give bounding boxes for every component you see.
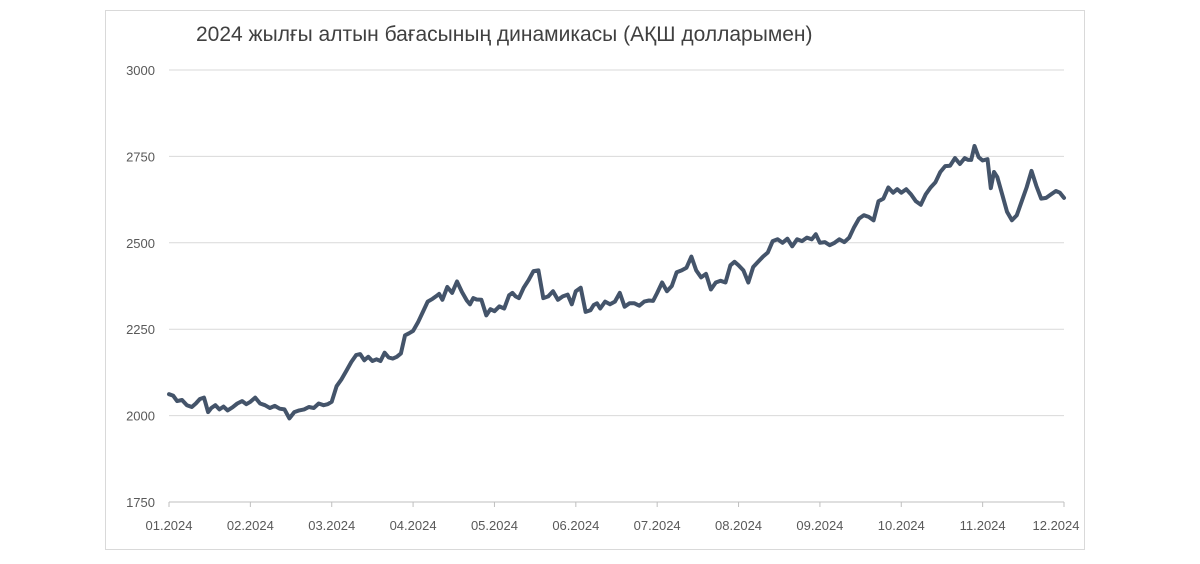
y-tick-label: 2250 bbox=[126, 322, 155, 337]
x-tick-label: 03.2024 bbox=[308, 518, 355, 533]
chart-title: 2024 жылғы алтын бағасының динамикасы (А… bbox=[196, 23, 813, 46]
y-tick-label: 2750 bbox=[126, 149, 155, 164]
x-tick-label: 09.2024 bbox=[796, 518, 843, 533]
y-tick-label: 2000 bbox=[126, 409, 155, 424]
x-tick-label: 05.2024 bbox=[471, 518, 518, 533]
x-tick-label: 02.2024 bbox=[227, 518, 274, 533]
x-tick-label: 01.2024 bbox=[146, 518, 193, 533]
x-tick-label: 07.2024 bbox=[634, 518, 681, 533]
gridlines bbox=[169, 69, 1064, 503]
x-axis-ticks: 01.2024 02.2024 03.2024 04.2024 05.2024 06.20… bbox=[146, 502, 1080, 533]
y-tick-label: 3000 bbox=[126, 63, 155, 78]
chart-frame: 2024 жылғы алтын бағасының динамикасы (А… bbox=[105, 10, 1085, 550]
series-layer bbox=[167, 144, 1066, 421]
x-tick-label: 11.2024 bbox=[960, 518, 1006, 533]
series-line-0 bbox=[167, 144, 1066, 421]
y-axis-ticks: 1750 2000 2250 2500 2750 3000 bbox=[126, 63, 155, 510]
chart: 2024 жылғы алтын бағасының динамикасы (А… bbox=[126, 23, 1080, 533]
x-tick-label: 12.2024 bbox=[1033, 518, 1080, 533]
x-tick-label: 10.2024 bbox=[878, 518, 925, 533]
x-tick-label: 06.2024 bbox=[552, 518, 599, 533]
y-tick-label: 2500 bbox=[126, 236, 155, 251]
y-tick-label: 1750 bbox=[126, 495, 155, 510]
x-tick-label: 08.2024 bbox=[715, 518, 762, 533]
x-tick-label: 04.2024 bbox=[390, 518, 437, 533]
